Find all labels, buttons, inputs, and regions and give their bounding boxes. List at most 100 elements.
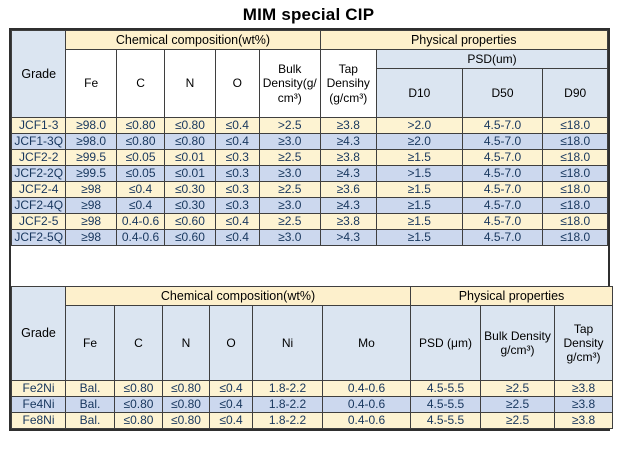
value-cell: ≤18.0	[542, 197, 608, 214]
t2-banner-physical-properties: Physical properties	[410, 286, 613, 306]
value-cell: ≤18.0	[542, 117, 608, 134]
value-cell: ≥1.5	[375, 149, 463, 166]
t1-column-header-o: O	[214, 49, 261, 118]
value-cell: 0.4-0.6	[115, 229, 166, 246]
value-cell: 1.8-2.2	[252, 380, 323, 397]
table-row: JCF1-3 ≥98.0 ≤0.80 ≤0.80 ≤0.4 >2.5 ≥3.8 …	[10, 117, 608, 134]
value-cell: 4.5-5.5	[410, 380, 481, 397]
t1-column-header-d50: D50	[461, 68, 544, 118]
value-cell: ≥1.5	[375, 229, 463, 246]
grade-cell: Fe4Ni	[11, 396, 66, 413]
value-cell: ≤0.4	[214, 213, 261, 230]
value-cell: ≤0.4	[214, 117, 261, 134]
value-cell: ≤0.01	[164, 165, 216, 182]
t1-column-header-bulk-density: Bulk Density(g/cm³)	[259, 49, 321, 118]
value-cell: ≥4.3	[319, 133, 377, 150]
value-cell: ≤0.80	[164, 117, 216, 134]
table-row: Fe2Ni Bal. ≤0.80 ≤0.80 ≤0.4 1.8-2.2 0.4-…	[11, 380, 613, 397]
value-cell: ≥3.8	[554, 380, 613, 397]
value-cell: ≤0.80	[114, 380, 163, 397]
t2-grade-header: Grade	[11, 286, 66, 381]
value-cell: ≥1.5	[375, 213, 463, 230]
grade-cell: JCF2-5Q	[10, 229, 67, 246]
table-row: JCF2-4Q ≥98 ≤0.4 ≤0.30 ≤0.3 ≥3.0 ≥4.3 ≥1…	[10, 197, 608, 214]
grade-cell: JCF2-2	[10, 149, 67, 166]
value-cell: ≥3.6	[319, 181, 377, 198]
table-row: JCF2-4 ≥98 ≤0.4 ≤0.30 ≤0.3 ≥2.5 ≥3.6 ≥1.…	[10, 181, 608, 198]
value-cell: ≤0.4	[214, 133, 261, 150]
value-cell: ≤18.0	[542, 213, 608, 230]
page-title: MIM special CIP	[242, 5, 375, 24]
t2-column-header-psd: PSD (μm)	[410, 305, 481, 381]
grade-cell: JCF2-5	[10, 213, 67, 230]
value-cell: ≥98	[65, 197, 117, 214]
grade-cell: JCF2-4	[10, 181, 67, 198]
value-cell: ≥2.5	[259, 213, 321, 230]
value-cell: ≤0.4	[115, 181, 166, 198]
t2-column-header-mo: Mo	[322, 305, 411, 381]
value-cell: ≤0.80	[114, 396, 163, 413]
value-cell: Bal.	[65, 396, 115, 413]
value-cell: ≥98	[65, 181, 117, 198]
value-cell: 0.4-0.6	[115, 213, 166, 230]
value-cell: >2.0	[375, 117, 463, 134]
table-row: JCF2-2 ≥99.5 ≤0.05 ≤0.01 ≤0.3 ≥2.5 ≥3.8 …	[10, 149, 608, 166]
value-cell: 4.5-7.0	[461, 181, 544, 198]
grade-cell: JCF1-3Q	[10, 133, 67, 150]
value-cell: 1.8-2.2	[252, 412, 323, 429]
value-cell: Bal.	[65, 380, 115, 397]
value-cell: ≥98	[65, 213, 117, 230]
value-cell: ≤0.60	[164, 229, 216, 246]
table-row: JCF2-2Q ≥99.5 ≤0.05 ≤0.01 ≤0.3 ≥3.0 ≥4.3…	[10, 165, 608, 182]
value-cell: 1.8-2.2	[252, 396, 323, 413]
value-cell: ≤0.80	[162, 396, 210, 413]
value-cell: ≤18.0	[542, 165, 608, 182]
value-cell: ≤0.4	[209, 380, 253, 397]
value-cell: >4.3	[319, 229, 377, 246]
t1-column-header-d90: D90	[542, 68, 608, 118]
value-cell: ≥98.0	[65, 133, 117, 150]
value-cell: ≤0.01	[164, 149, 216, 166]
table-spacer	[11, 246, 608, 286]
value-cell: ≥2.5	[480, 412, 555, 429]
value-cell: 4.5-7.0	[461, 165, 544, 182]
value-cell: 4.5-5.5	[410, 412, 481, 429]
value-cell: ≥98	[65, 229, 117, 246]
value-cell: ≤0.80	[162, 412, 210, 429]
value-cell: ≥2.5	[480, 380, 555, 397]
t1-column-header-n: N	[164, 49, 216, 118]
value-cell: ≤0.80	[162, 380, 210, 397]
value-cell: ≤18.0	[542, 181, 608, 198]
grade-cell: JCF2-4Q	[10, 197, 67, 214]
value-cell: ≤0.60	[164, 213, 216, 230]
table-row: Fe8Ni Bal. ≤0.80 ≤0.80 ≤0.4 1.8-2.2 0.4-…	[11, 412, 613, 429]
value-cell: 4.5-7.0	[461, 149, 544, 166]
t2-column-header-fe: Fe	[65, 305, 115, 381]
table-row: JCF2-5 ≥98 0.4-0.6 ≤0.60 ≤0.4 ≥2.5 ≥3.8 …	[10, 213, 608, 230]
t1-psd-group-header: PSD(um)	[375, 49, 609, 69]
value-cell: ≥3.8	[319, 117, 377, 134]
t1-column-header-fe: Fe	[65, 49, 117, 118]
t1-banner-physical-properties: Physical properties	[319, 30, 609, 50]
value-cell: ≥4.3	[319, 165, 377, 182]
spec-table-2: Grade Chemical composition(wt%) Physical…	[11, 286, 613, 429]
value-cell: ≤0.3	[214, 181, 261, 198]
t2-column-header-ni: Ni	[252, 305, 323, 381]
value-cell: ≥2.5	[259, 181, 321, 198]
t2-column-header-n: N	[162, 305, 210, 381]
value-cell: ≤0.3	[214, 165, 261, 182]
value-cell: ≤0.4	[209, 412, 253, 429]
value-cell: ≥3.8	[319, 213, 377, 230]
value-cell: ≤0.4	[214, 229, 261, 246]
value-cell: 4.5-7.0	[461, 133, 544, 150]
value-cell: ≤0.80	[115, 117, 166, 134]
t2-column-header-bulk-density: Bulk Density g/cm³)	[480, 305, 555, 381]
spec-table-1: Grade Chemical composition(wt%) Physical…	[10, 30, 609, 246]
grade-cell: Fe8Ni	[11, 412, 66, 429]
value-cell: ≥3.0	[259, 165, 321, 182]
value-cell: >2.5	[259, 117, 321, 134]
value-cell: ≤18.0	[542, 149, 608, 166]
spec-tables-container: Grade Chemical composition(wt%) Physical…	[9, 28, 613, 431]
value-cell: ≤0.80	[164, 133, 216, 150]
value-cell: ≤0.3	[214, 149, 261, 166]
